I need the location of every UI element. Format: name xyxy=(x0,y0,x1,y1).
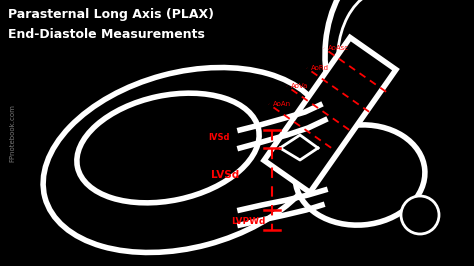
Text: AoAn: AoAn xyxy=(273,101,291,107)
Text: Parasternal Long Axis (PLAX): Parasternal Long Axis (PLAX) xyxy=(8,8,214,21)
Text: IVSd: IVSd xyxy=(209,132,230,142)
Ellipse shape xyxy=(77,93,259,203)
Ellipse shape xyxy=(401,196,439,234)
Polygon shape xyxy=(264,38,396,193)
Text: AoVa: AoVa xyxy=(291,83,308,89)
Ellipse shape xyxy=(295,125,425,225)
Text: FPnotebook.com: FPnotebook.com xyxy=(9,104,15,162)
Text: End-Diastole Measurements: End-Diastole Measurements xyxy=(8,28,205,41)
Text: LVSd: LVSd xyxy=(211,170,239,180)
Text: AoAsc: AoAsc xyxy=(328,45,349,51)
Text: LVPWd: LVPWd xyxy=(231,218,265,227)
Text: AoRd: AoRd xyxy=(311,65,329,71)
